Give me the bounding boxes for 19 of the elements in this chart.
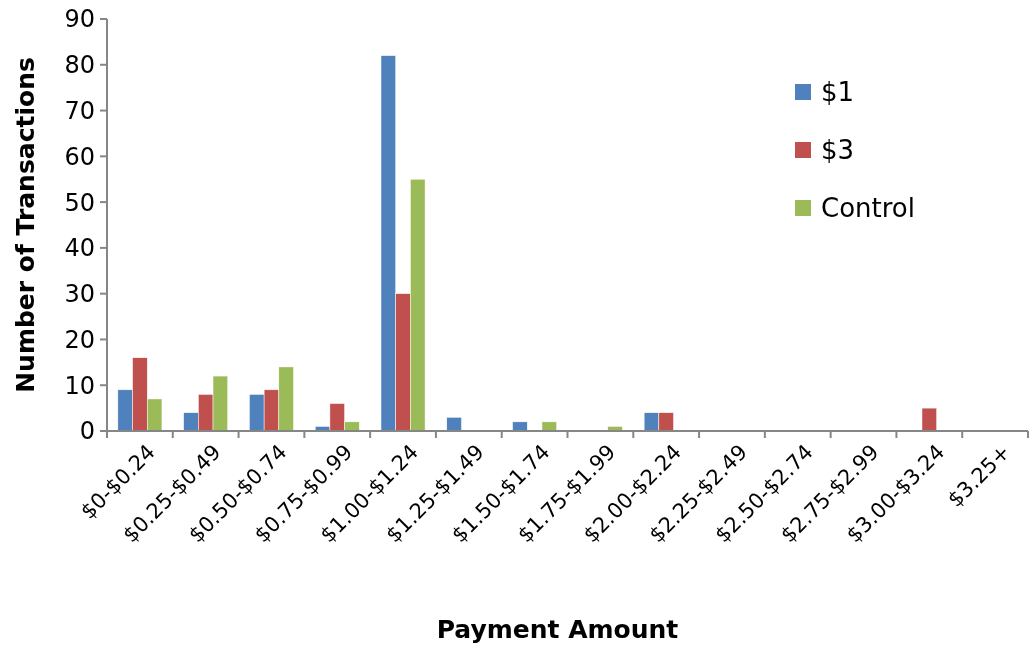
y-tick-label: 50	[64, 188, 95, 217]
y-tick-label: 80	[64, 51, 95, 80]
y-tick-label: 10	[64, 371, 95, 400]
bar	[512, 421, 528, 432]
y-tick-label: 70	[64, 96, 95, 125]
y-axis-title: Number of Transactions	[11, 57, 40, 393]
y-tick-label: 0	[79, 417, 95, 446]
bar	[541, 421, 557, 432]
bar	[446, 417, 462, 432]
y-tick-label: 60	[64, 142, 95, 171]
legend-label: $3	[821, 135, 855, 166]
y-tick-label: 20	[64, 325, 95, 354]
y-tick-label: 40	[64, 234, 95, 263]
legend-label: Control	[821, 193, 915, 224]
x-axis-title: Payment Amount	[436, 615, 679, 644]
y-tick-label: 30	[64, 280, 95, 309]
y-tick-label: 90	[64, 5, 95, 34]
bar	[921, 407, 937, 432]
legend-label: $1	[821, 77, 855, 108]
